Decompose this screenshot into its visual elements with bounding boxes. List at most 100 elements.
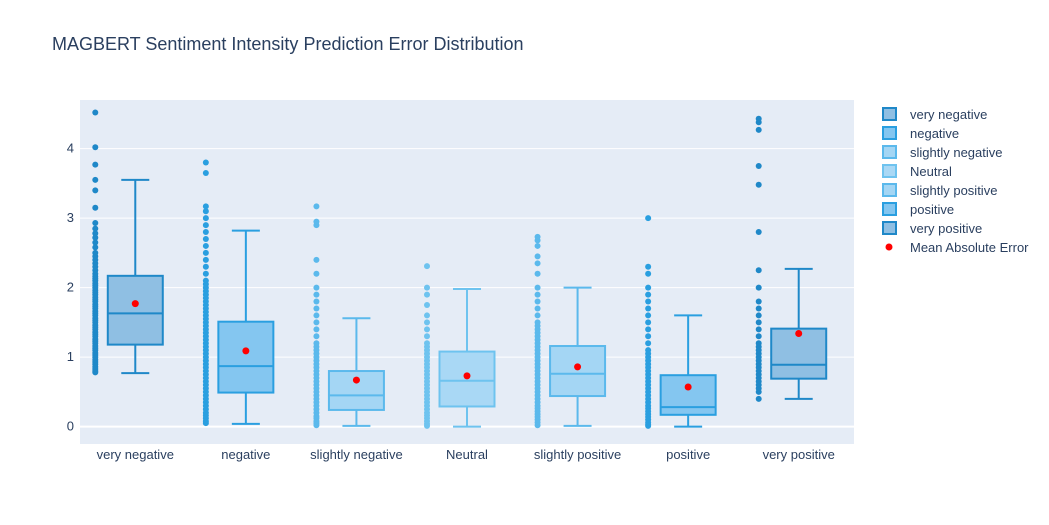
legend-swatch (882, 126, 897, 140)
legend-label: very negative (910, 107, 987, 122)
outlier-point (534, 312, 541, 319)
x-axis-ticks: very negative negative slightly negative Ne… (97, 447, 835, 462)
y-tick-label: 3 (67, 210, 74, 225)
y-tick-label: 1 (67, 349, 74, 364)
outlier-point (424, 284, 430, 291)
outlier-point (92, 161, 99, 168)
outlier-point (755, 126, 762, 133)
box-group-6 (755, 115, 828, 402)
outlier-point (313, 340, 320, 347)
outlier-point (645, 215, 652, 222)
outlier-point (202, 256, 209, 263)
outlier-point (645, 326, 652, 333)
box-group-4 (534, 233, 607, 429)
x-tick-label: positive (666, 447, 710, 462)
legend-swatch (882, 202, 897, 216)
outlier-point (313, 312, 320, 319)
outlier-point (534, 260, 541, 267)
outlier-point (645, 270, 652, 277)
outlier-point (645, 333, 652, 340)
outlier-point (755, 319, 762, 326)
outlier-point (534, 253, 541, 260)
outlier-point (645, 263, 652, 270)
outlier-point (92, 187, 99, 194)
outlier-point (645, 319, 652, 326)
mean-point (684, 383, 692, 391)
outlier-point (202, 159, 209, 166)
outlier-point (534, 284, 541, 291)
outlier-point (202, 208, 209, 215)
legend-item[interactable]: Neutral (882, 164, 952, 179)
legend-label: Neutral (910, 164, 952, 179)
outlier-point (424, 319, 430, 326)
outlier-point (755, 163, 762, 170)
mean-point (463, 372, 471, 380)
y-tick-label: 4 (67, 141, 74, 156)
x-tick-label: negative (221, 447, 270, 462)
outlier-point (313, 203, 320, 210)
mean-point (574, 363, 582, 371)
outlier-point (645, 298, 652, 305)
chart-title: MAGBERT Sentiment Intensity Prediction E… (52, 34, 524, 54)
outlier-point (92, 109, 99, 116)
legend-item[interactable]: very positive (882, 221, 982, 236)
legend-swatch (882, 183, 897, 197)
legend-item[interactable]: negative (882, 126, 959, 141)
outlier-point (202, 270, 209, 277)
outlier-point (534, 270, 541, 277)
y-tick-label: 0 (67, 419, 74, 434)
box-group-3 (424, 263, 496, 429)
legend-item[interactable]: slightly positive (882, 183, 997, 198)
legend-item[interactable]: slightly negative (882, 145, 1003, 160)
outlier-point (92, 239, 99, 246)
legend-item[interactable]: positive (882, 202, 954, 217)
mean-point (242, 347, 250, 355)
legend-label: very positive (910, 221, 982, 236)
outlier-point (424, 326, 430, 333)
outlier-point (313, 291, 320, 298)
outlier-point (645, 312, 652, 319)
outlier-point (424, 302, 430, 309)
outlier-point (202, 229, 209, 236)
outlier-point (313, 270, 320, 277)
x-tick-label: slightly negative (310, 447, 403, 462)
outlier-point (92, 220, 99, 227)
outlier-point (202, 215, 209, 222)
outlier-point (755, 115, 762, 122)
legend-label: Mean Absolute Error (910, 240, 1029, 255)
outlier-point (202, 169, 209, 176)
outlier-point (424, 333, 430, 340)
legend-item[interactable]: very negative (882, 107, 987, 122)
outlier-point (755, 326, 762, 333)
outlier-point (313, 305, 320, 312)
outlier-point (202, 235, 209, 242)
outlier-point (755, 181, 762, 188)
outlier-point (534, 291, 541, 298)
y-tick-label: 2 (67, 280, 74, 295)
x-tick-label: very positive (763, 447, 835, 462)
legend-item-mean[interactable]: Mean Absolute Error (885, 240, 1030, 255)
boxes (92, 109, 828, 429)
legend-marker (885, 243, 893, 251)
outlier-point (92, 176, 99, 183)
legend[interactable]: very negative negative slightly negative Ne… (882, 107, 1030, 255)
legend-label: slightly positive (910, 183, 997, 198)
outlier-point (202, 242, 209, 249)
outlier-point (424, 291, 430, 298)
outlier-point (424, 263, 430, 270)
outlier-point (755, 312, 762, 319)
outlier-point (92, 225, 99, 232)
outlier-point (202, 249, 209, 256)
outlier-point (313, 298, 320, 305)
outlier-point (755, 229, 762, 236)
outlier-point (202, 277, 209, 284)
box-group-0 (92, 109, 164, 376)
outlier-point (313, 333, 320, 340)
legend-swatch (882, 145, 897, 159)
outlier-point (534, 319, 541, 326)
outlier-point (313, 326, 320, 333)
x-tick-label: Neutral (446, 447, 488, 462)
outlier-point (92, 234, 99, 241)
box-group-1 (202, 159, 275, 427)
outlier-point (92, 244, 99, 251)
